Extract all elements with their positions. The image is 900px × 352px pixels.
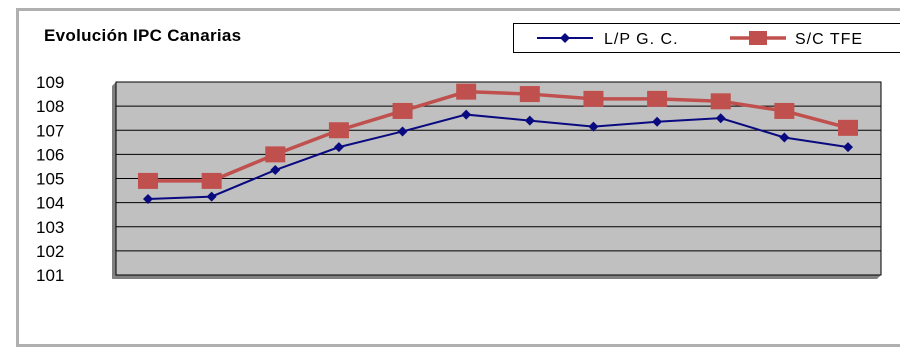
data-point [774,102,795,119]
data-point [461,109,472,120]
data-point [206,191,217,202]
data-point [647,90,668,107]
legend-marker [749,31,767,45]
y-tick-label: 101 [36,266,64,285]
y-tick-label: 105 [36,170,64,189]
legend-marker [560,33,570,43]
plot-depth-floor [112,275,881,279]
data-point [652,116,663,127]
data-point [838,119,858,136]
data-point [843,142,853,153]
data-point [779,132,790,143]
data-point [270,165,281,176]
data-point [392,102,413,119]
y-tick-label: 107 [36,121,64,140]
data-point [588,121,599,132]
y-tick-label: 103 [36,218,64,237]
y-tick-label: 108 [36,97,64,116]
series-line [148,89,849,183]
legend-label: S/C TFE [795,31,863,48]
chart-title: Evolución IPC Canarias [44,26,242,45]
data-point [524,115,535,126]
legend-label: L/P G. C. [604,31,679,48]
y-tick-label: 102 [36,242,64,261]
data-point [397,126,408,137]
data-point [138,172,158,189]
y-tick-label: 106 [36,145,64,164]
data-point [715,113,726,124]
y-tick-label: 104 [36,194,64,213]
plot-depth-wall [112,82,116,279]
data-point [265,146,286,163]
series-line [147,113,849,201]
data-point [333,142,344,153]
data-point [583,90,604,107]
data-point [456,83,477,100]
data-point [201,172,222,189]
y-tick-label: 109 [36,73,64,92]
data-point [143,194,153,205]
data-point [710,93,731,110]
data-point [519,86,540,103]
data-point [328,122,349,139]
